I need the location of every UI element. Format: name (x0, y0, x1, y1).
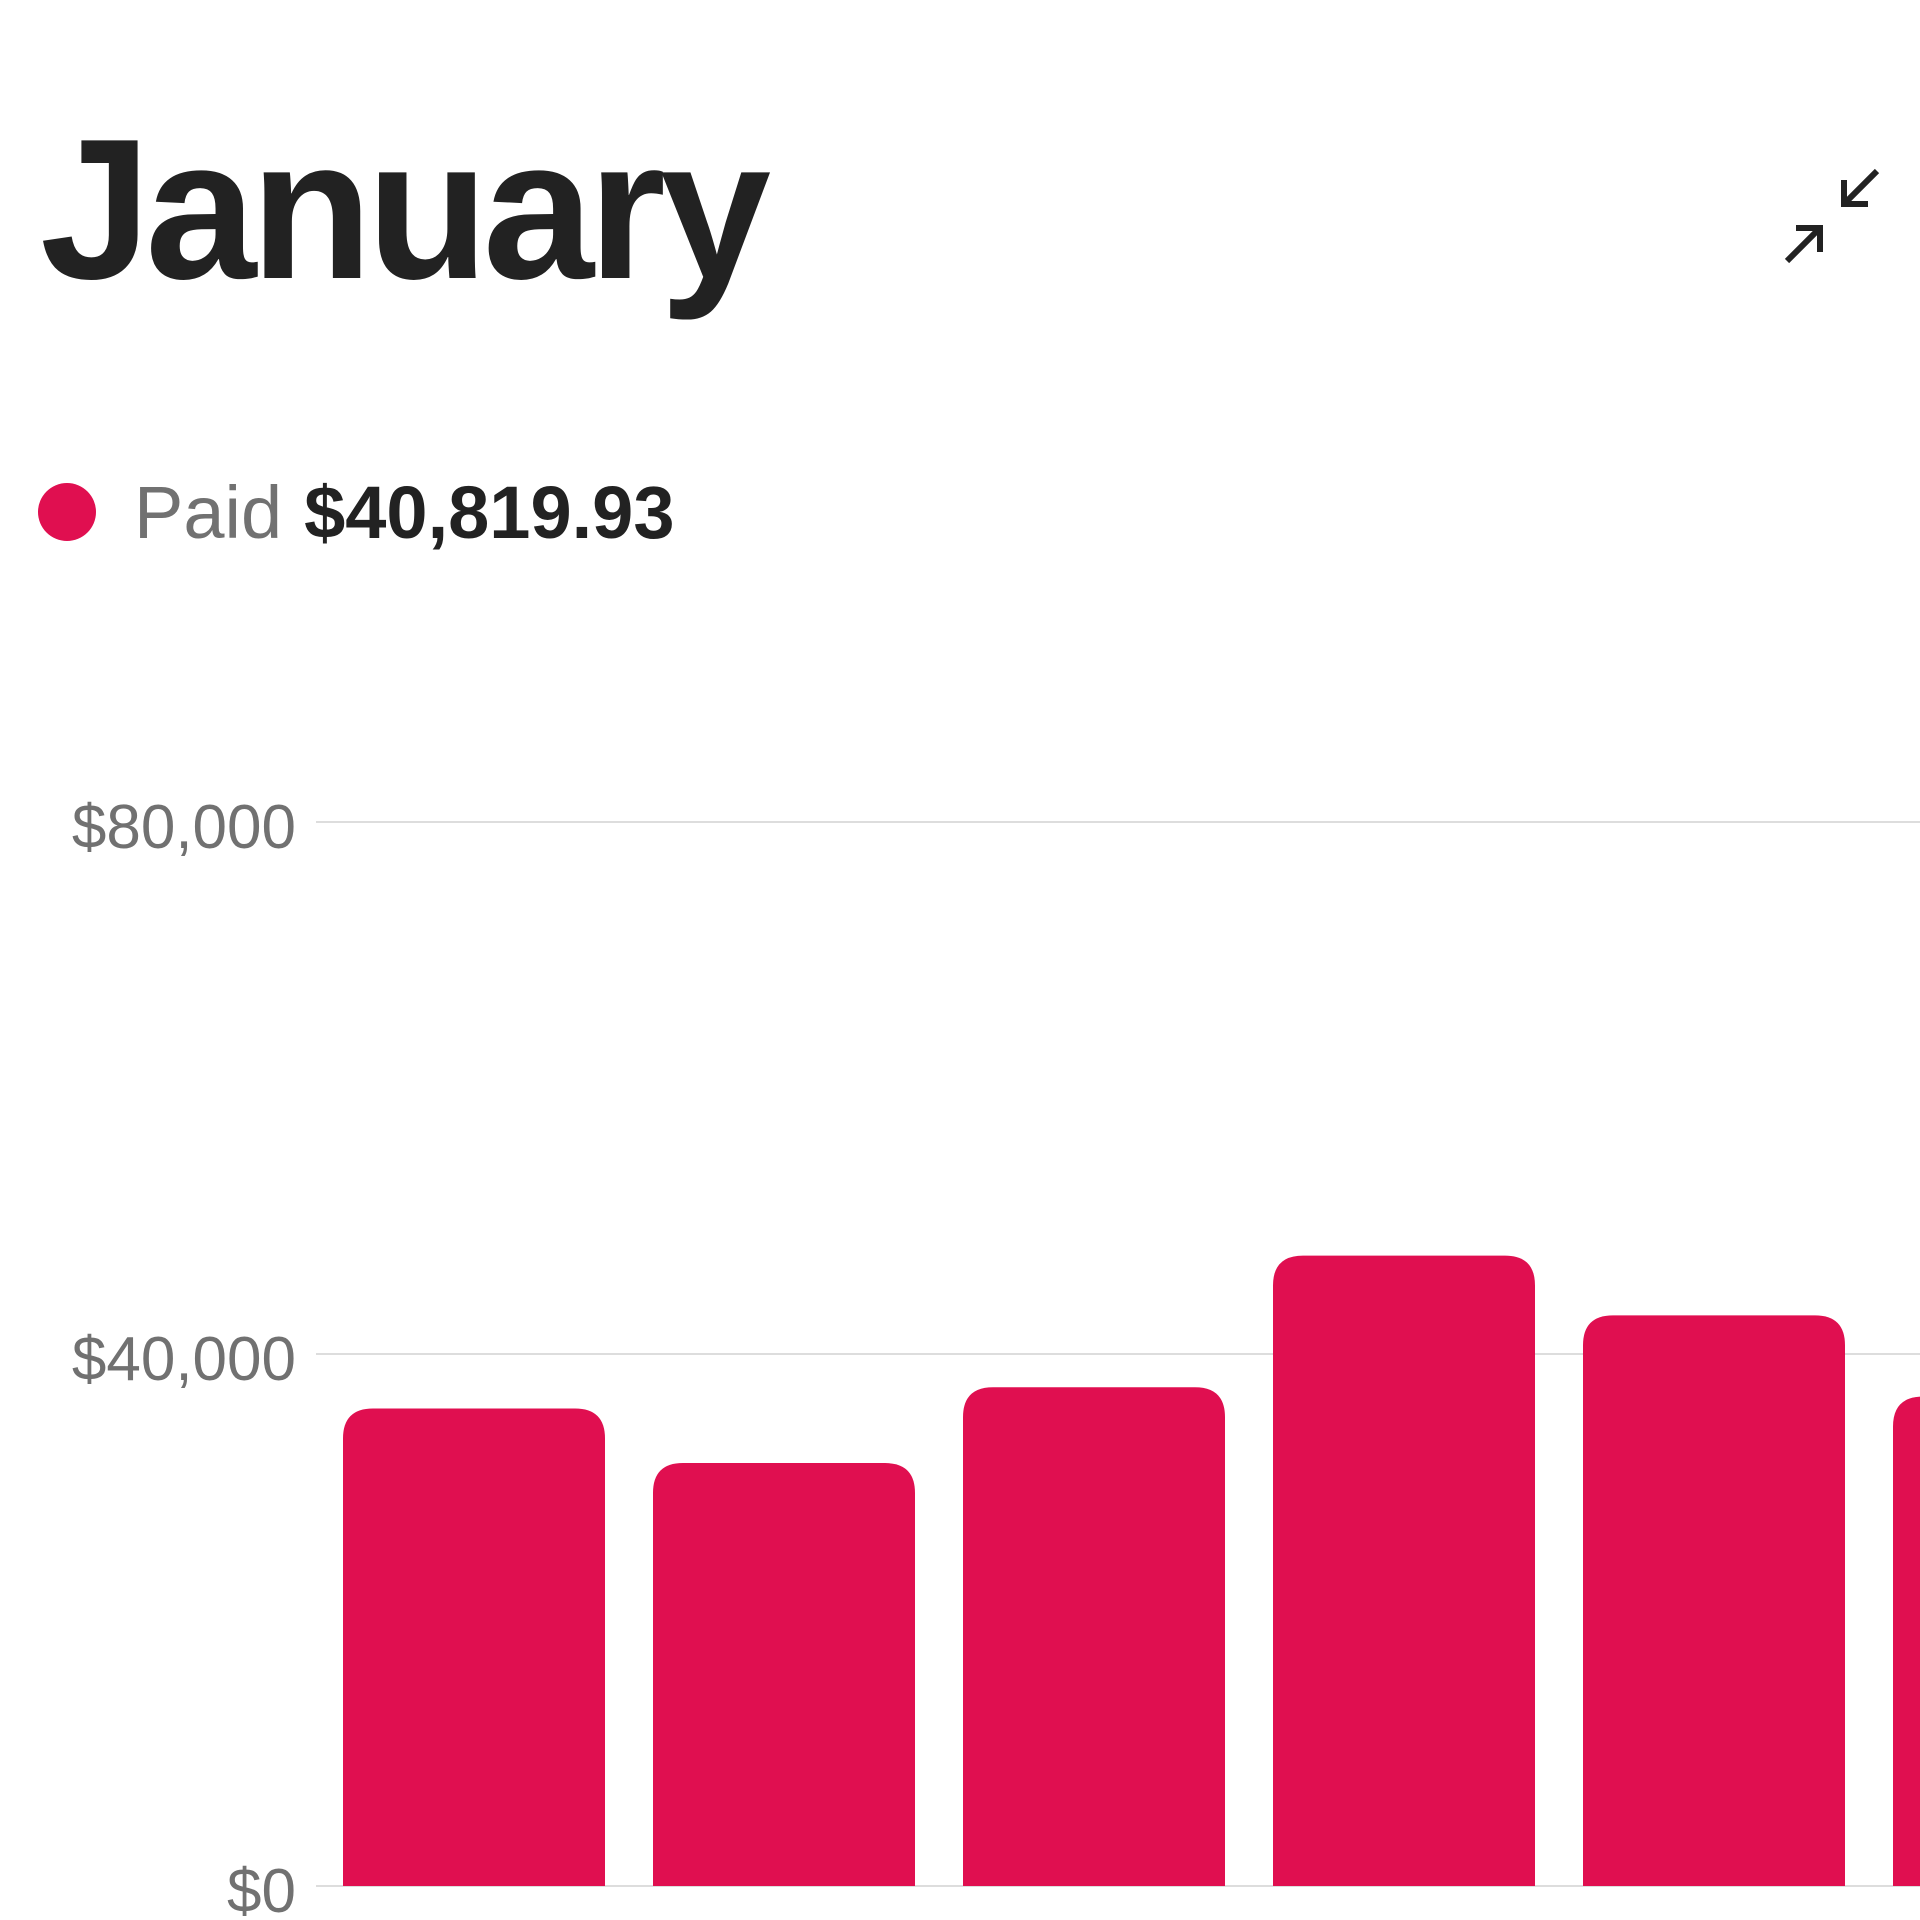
bar[interactable] (653, 1463, 915, 1886)
bar[interactable] (343, 1408, 605, 1886)
y-tick-label: $0 (227, 1857, 296, 1920)
bar[interactable] (1273, 1255, 1535, 1886)
bar[interactable] (1583, 1315, 1845, 1886)
y-tick-label: $80,000 (72, 793, 296, 862)
legend-value: $40,819.93 (304, 470, 675, 554)
page-title: January (40, 98, 771, 321)
bar[interactable] (963, 1387, 1225, 1886)
collapse-arrows-icon (1784, 168, 1880, 264)
y-tick-label: $40,000 (72, 1325, 296, 1394)
collapse-button[interactable] (1782, 166, 1882, 266)
legend: Paid $40,819.93 (38, 470, 674, 554)
legend-dot (38, 483, 96, 541)
bar[interactable] (1893, 1396, 1920, 1886)
legend-label: Paid (134, 470, 283, 554)
